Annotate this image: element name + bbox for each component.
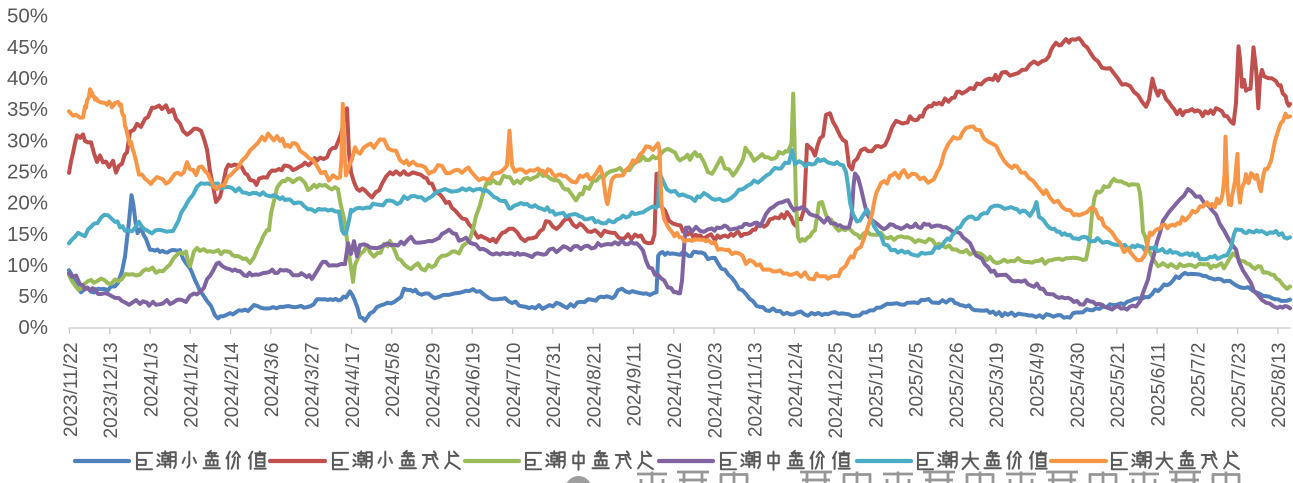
svg-text:5%: 5% — [18, 285, 48, 308]
svg-text:2024/7/10: 2024/7/10 — [504, 343, 525, 428]
svg-text:2024/10/2: 2024/10/2 — [665, 343, 686, 428]
svg-text:2024/5/8: 2024/5/8 — [383, 343, 404, 418]
svg-text:2024/3/6: 2024/3/6 — [262, 343, 283, 418]
svg-text:25%: 25% — [7, 160, 48, 183]
svg-text:45%: 45% — [7, 36, 48, 59]
svg-text:2025/7/23: 2025/7/23 — [1229, 343, 1250, 428]
svg-text:40%: 40% — [7, 67, 48, 90]
svg-text:2024/12/4: 2024/12/4 — [786, 342, 807, 428]
svg-text:2024/6/19: 2024/6/19 — [464, 342, 485, 427]
svg-text:2024/1/24: 2024/1/24 — [182, 342, 203, 428]
svg-text:2025/2/5: 2025/2/5 — [907, 343, 928, 418]
svg-text:2024/5/29: 2024/5/29 — [423, 343, 444, 428]
svg-text:2025/6/11: 2025/6/11 — [1148, 343, 1169, 427]
svg-text:30%: 30% — [7, 129, 48, 152]
svg-text:2024/2/14: 2024/2/14 — [222, 342, 243, 428]
svg-text:2025/5/21: 2025/5/21 — [1108, 343, 1129, 428]
svg-text:2024/9/11: 2024/9/11 — [625, 343, 646, 427]
svg-text:20%: 20% — [7, 192, 48, 215]
svg-text:2024/4/17: 2024/4/17 — [343, 343, 364, 428]
svg-text:0%: 0% — [18, 316, 48, 339]
svg-text:2024/1/3: 2024/1/3 — [141, 343, 162, 418]
svg-text:2025/4/9: 2025/4/9 — [1028, 343, 1049, 418]
svg-text:2023/12/13: 2023/12/13 — [101, 343, 122, 439]
svg-text:2025/7/2: 2025/7/2 — [1189, 343, 1210, 418]
svg-text:2025/8/13: 2025/8/13 — [1269, 343, 1290, 428]
svg-text:2025/3/19: 2025/3/19 — [987, 342, 1008, 427]
svg-text:2024/11/13: 2024/11/13 — [746, 343, 767, 438]
svg-text:50%: 50% — [7, 5, 48, 28]
svg-text:2024/10/23: 2024/10/23 — [705, 343, 726, 439]
svg-text:35%: 35% — [7, 98, 48, 121]
svg-text:2025/1/15: 2025/1/15 — [866, 343, 887, 428]
svg-text:2024/8/21: 2024/8/21 — [584, 343, 605, 428]
svg-text:2024/7/31: 2024/7/31 — [544, 343, 565, 428]
svg-text:2024/12/25: 2024/12/25 — [826, 343, 847, 439]
svg-text:10%: 10% — [7, 254, 48, 277]
svg-text:2024/3/27: 2024/3/27 — [303, 343, 324, 428]
svg-text:15%: 15% — [7, 223, 48, 246]
svg-text:2023/11/22: 2023/11/22 — [61, 343, 82, 438]
svg-text:2025/2/26: 2025/2/26 — [947, 343, 968, 428]
svg-text:2025/4/30: 2025/4/30 — [1068, 343, 1089, 428]
